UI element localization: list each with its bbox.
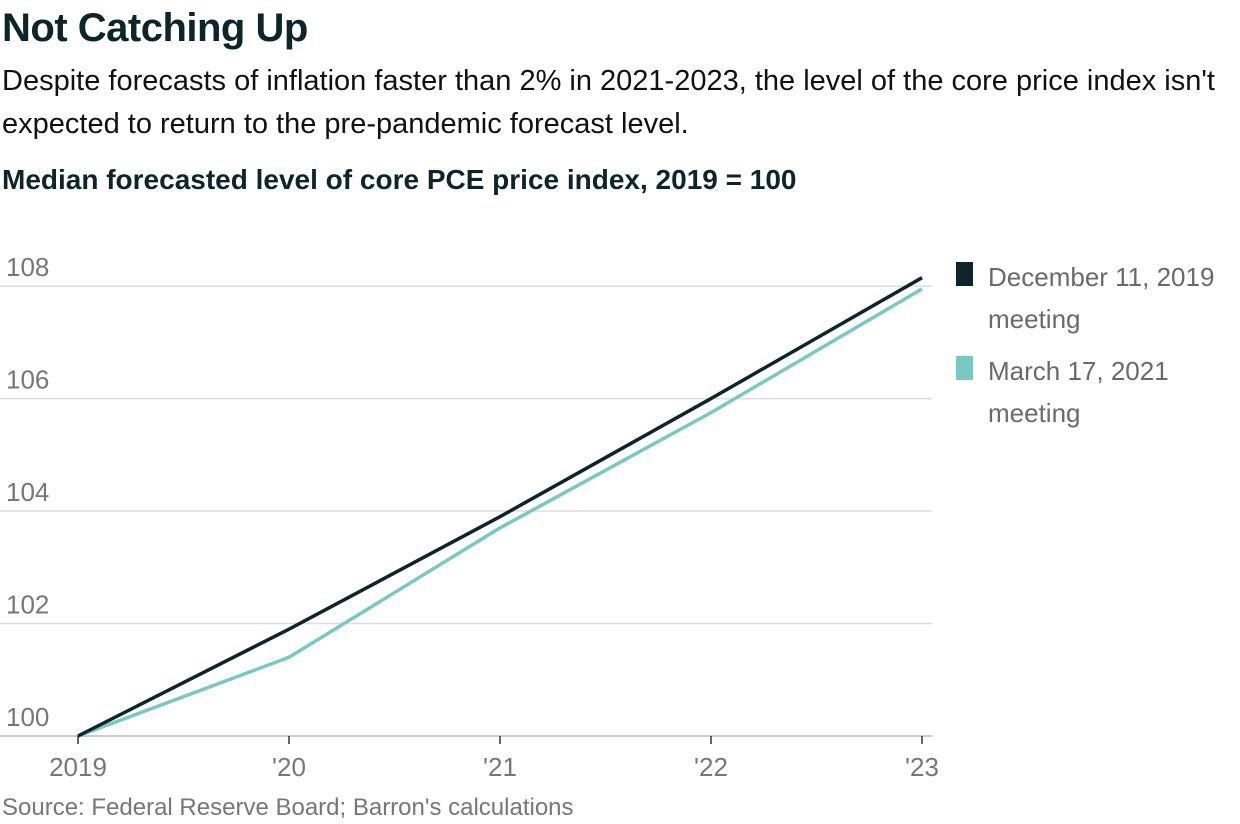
series-line-mar-2021 — [77, 287, 923, 738]
legend-swatch-mar-2021 — [956, 356, 973, 380]
x-tick-label: '23 — [905, 752, 939, 782]
series-line-dec-2019 — [77, 276, 923, 738]
legend-label-line2: meeting — [988, 398, 1081, 428]
y-tick-label: 106 — [6, 365, 49, 395]
x-tick-label: '21 — [483, 752, 517, 782]
legend-swatch-dec-2019 — [956, 262, 973, 286]
source-note: Source: Federal Reserve Board; Barron's … — [2, 794, 574, 821]
chart-title: Not Catching Up — [2, 6, 308, 50]
legend: December 11, 2019 meeting March 17, 2021… — [956, 256, 1240, 444]
y-tick-label: 104 — [6, 477, 49, 507]
y-tick-label: 108 — [6, 252, 49, 282]
y-tick-label: 100 — [6, 702, 49, 732]
x-tick-label: 2019 — [49, 752, 107, 782]
line-chart: 100 102 104 106 108 2019 '20 '21 '22 '23 — [0, 252, 939, 782]
legend-label-line2: meeting — [988, 304, 1081, 334]
legend-item-dec-2019: December 11, 2019 meeting — [956, 256, 1240, 340]
chart-heading: Median forecasted level of core PCE pric… — [2, 164, 797, 195]
y-tick-label: 102 — [6, 590, 49, 620]
legend-label-line1: December 11, 2019 — [988, 262, 1215, 292]
x-tick-label: '20 — [272, 752, 306, 782]
chart-subtitle: Despite forecasts of inflation faster th… — [2, 65, 1215, 140]
x-tick-label: '22 — [694, 752, 728, 782]
legend-item-mar-2021: March 17, 2021 meeting — [956, 350, 1240, 434]
legend-label-line1: March 17, 2021 — [988, 356, 1169, 386]
